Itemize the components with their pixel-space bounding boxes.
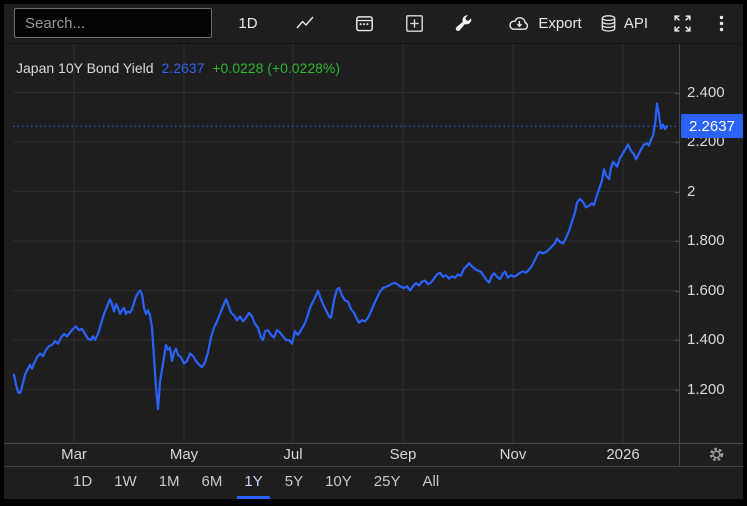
range-button-1y[interactable]: 1Y [237,468,270,499]
kebab-menu-icon [719,14,724,33]
calendar-button[interactable] [348,7,380,39]
chart-area: 2.400 2.200 2 1.800 1.600 1.400 1.200 2.2637 J… [4,44,743,467]
plus-square-icon [405,14,424,33]
chart-legend: Japan 10Y Bond Yield 2.2637 +0.0228 (+0.… [16,60,340,76]
axis-settings-button[interactable] [698,444,734,467]
legend-last-value: 2.2637 [161,60,205,76]
y-axis-tick [675,340,680,341]
interval-label: 1D [238,14,258,32]
x-axis-label: 2026 [606,446,640,463]
cloud-download-icon [508,15,531,32]
gear-icon [708,446,725,466]
line-chart-icon [295,15,315,31]
y-axis-tick [675,191,680,193]
current-price-label: 2.2637 [689,117,735,135]
range-button-all[interactable]: All [416,468,447,499]
fullscreen-button[interactable] [666,7,698,39]
fullscreen-expand-icon [673,14,692,33]
y-axis-label: 1.400 [687,331,725,348]
time-axis: Mar May Jul Sep Nov 2026 [4,443,743,467]
range-button-6m[interactable]: 6M [195,468,230,499]
range-button-5y[interactable]: 5Y [278,468,310,499]
chart-style-button[interactable] [289,7,321,39]
y-axis-tick [675,241,680,242]
chart-panel: 1D [4,4,743,499]
export-button[interactable]: Export [502,7,588,39]
price-axis-border [679,44,680,466]
x-axis-label: May [169,446,199,463]
x-axis-label: Jul [283,446,303,463]
range-button-25y[interactable]: 25Y [367,468,408,499]
range-button-1d[interactable]: 1D [66,468,99,499]
price-chart[interactable] [13,44,679,443]
y-axis-label: 1.200 [687,380,725,398]
legend-title: Japan 10Y Bond Yield [16,60,154,76]
tools-button[interactable] [447,7,479,39]
y-axis-tick [675,389,680,391]
x-axis-label: Sep [389,446,417,463]
more-options-button[interactable] [709,7,733,39]
y-axis-label: 1.600 [687,281,725,299]
range-button-1m[interactable]: 1M [152,468,187,499]
y-axis-label: 2.400 [687,83,725,101]
y-axis-label: 1.800 [687,232,725,249]
interval-button[interactable]: 1D [228,7,268,39]
wrench-icon [454,14,473,33]
y-axis-tick [675,92,680,94]
calendar-icon [355,14,374,33]
y-axis-tick [675,142,680,143]
legend-change: +0.0228 (+0.0228%) [212,60,341,76]
search-input[interactable] [14,8,212,38]
toolbar: 1D [4,4,743,44]
api-button[interactable]: API [596,7,652,39]
axis-corner-separator [679,444,680,467]
range-button-1w[interactable]: 1W [107,468,144,499]
add-panel-button[interactable] [398,7,430,39]
current-price-badge: 2.2637 [681,114,743,139]
x-axis-label: Mar [61,446,87,463]
export-label: Export [538,14,582,32]
y-axis-tick [675,290,680,292]
x-axis-label: Nov [499,446,527,463]
y-axis-label: 2 [687,182,696,200]
range-button-10y[interactable]: 10Y [318,468,359,499]
api-label: API [623,14,649,32]
database-icon [600,14,617,33]
price-line-series [13,102,669,411]
range-toolbar: 1D 1W 1M 6M 1Y 5Y 10Y 25Y All [4,466,743,499]
